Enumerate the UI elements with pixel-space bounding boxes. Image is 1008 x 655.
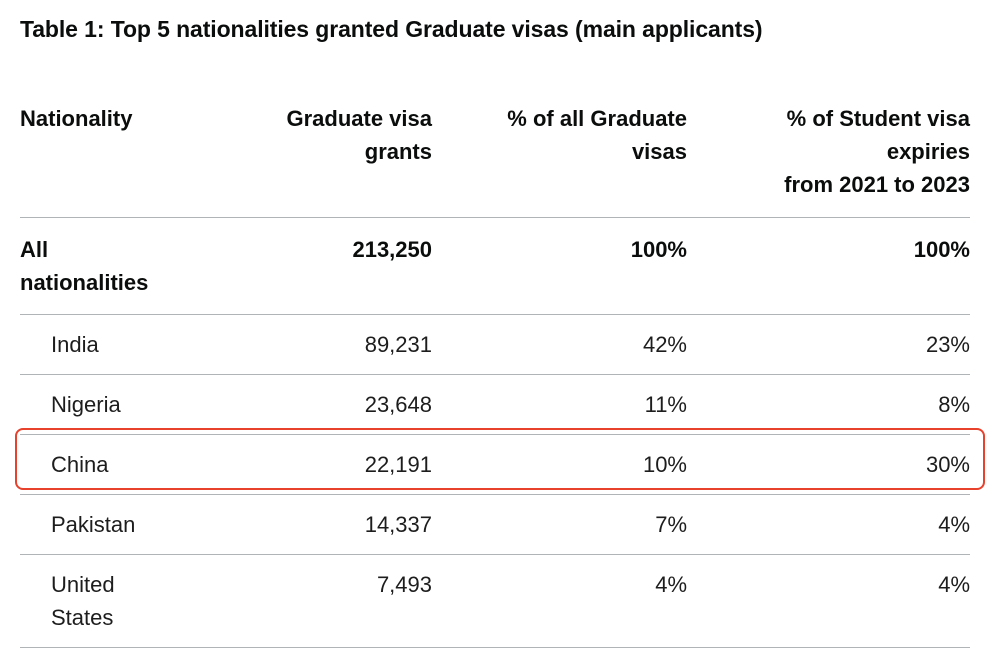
row-pct-student: 4% (687, 554, 970, 648)
total-row: All nationalities 213,250 100% 100% (20, 217, 970, 315)
total-pct-student: 100% (687, 217, 970, 315)
row-pct-graduate: 42% (432, 314, 687, 375)
total-nationality: All nationalities (20, 217, 235, 315)
table-row: India 89,231 42% 23% (20, 314, 970, 375)
row-pct-student: 8% (687, 374, 970, 435)
row-grants: 14,337 (235, 494, 432, 555)
graduate-visa-table: Nationality Graduate visa grants % of all… (20, 100, 970, 648)
header-pct-graduate-visas: % of all Graduate visas (432, 100, 687, 218)
table-row: United States 7,493 4% 4% (20, 554, 970, 648)
row-nationality: India (20, 314, 235, 375)
total-pct-graduate: 100% (432, 217, 687, 315)
table-caption: Table 1: Top 5 nationalities granted Gra… (20, 16, 763, 42)
table-row: Pakistan 14,337 7% 4% (20, 494, 970, 555)
header-row: Nationality Graduate visa grants % of all… (20, 100, 970, 218)
header-graduate-visa-grants: Graduate visa grants (235, 100, 432, 218)
row-pct-student: 30% (687, 434, 970, 495)
table-row-highlighted: China 22,191 10% 30% (20, 434, 970, 495)
row-nationality: Pakistan (20, 494, 235, 555)
row-grants: 89,231 (235, 314, 432, 375)
total-grants: 213,250 (235, 217, 432, 315)
row-grants: 22,191 (235, 434, 432, 495)
row-pct-graduate: 11% (432, 374, 687, 435)
row-nationality: Nigeria (20, 374, 235, 435)
row-nationality: China (20, 434, 235, 495)
row-pct-student: 4% (687, 494, 970, 555)
row-pct-graduate: 10% (432, 434, 687, 495)
header-pct-student-visa-expiries: % of Student visa expiries from 2021 to 20… (687, 100, 970, 218)
table-row: Nigeria 23,648 11% 8% (20, 374, 970, 435)
row-nationality: United States (20, 554, 235, 648)
header-nationality: Nationality (20, 100, 235, 218)
row-grants: 7,493 (235, 554, 432, 648)
row-grants: 23,648 (235, 374, 432, 435)
row-pct-graduate: 4% (432, 554, 687, 648)
row-pct-student: 23% (687, 314, 970, 375)
row-pct-graduate: 7% (432, 494, 687, 555)
